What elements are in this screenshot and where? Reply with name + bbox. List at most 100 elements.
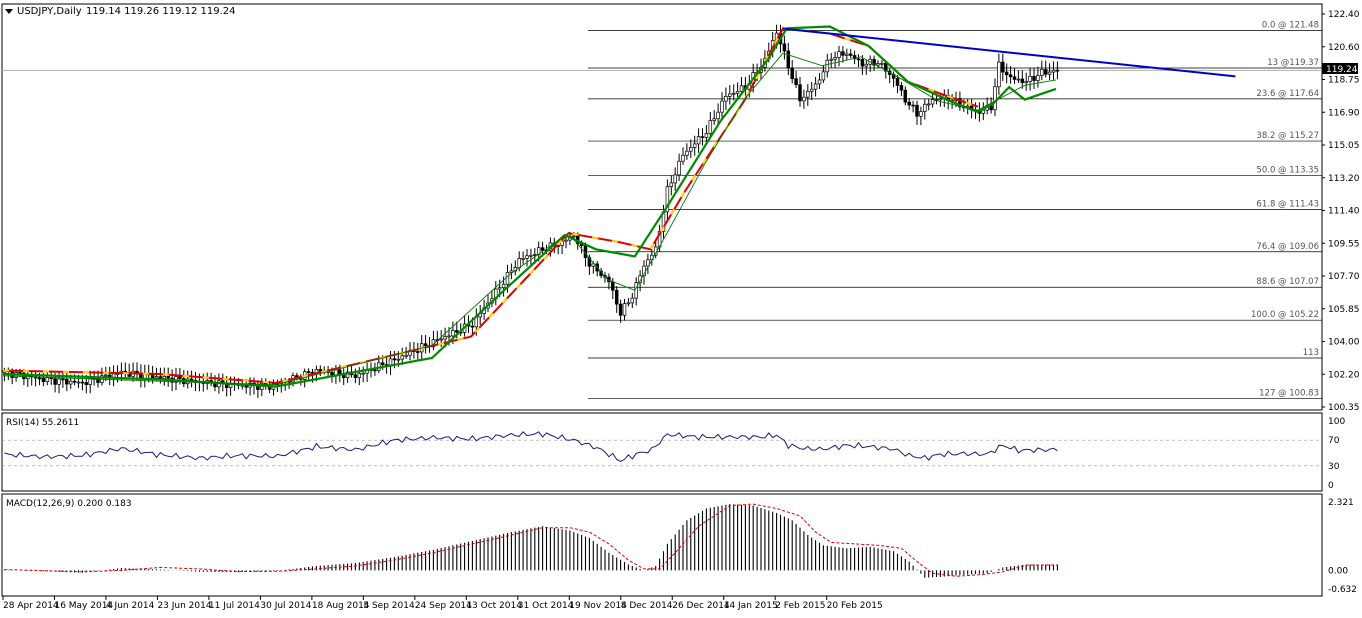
fib-level-label: 61.8 @ 111.43 bbox=[1256, 200, 1319, 210]
candle-body bbox=[852, 55, 857, 60]
candle-body bbox=[630, 297, 635, 304]
candle-body bbox=[665, 186, 670, 213]
date-axis-label: 5 Sep 2014 bbox=[363, 601, 415, 611]
candle-body bbox=[841, 51, 845, 56]
price-axis-label: 102.20 bbox=[1328, 370, 1360, 380]
date-axis-label: 18 Aug 2014 bbox=[312, 601, 370, 611]
candle-body bbox=[845, 53, 849, 56]
candle-body bbox=[123, 370, 128, 373]
candle-body bbox=[696, 136, 701, 145]
fib-level-label: 76.4 @ 109.06 bbox=[1256, 242, 1319, 252]
candle-body bbox=[899, 85, 904, 91]
candle-body bbox=[396, 358, 401, 361]
candle-body bbox=[1055, 69, 1060, 72]
candle-body bbox=[821, 71, 826, 81]
price-axis-label: 113.20 bbox=[1328, 174, 1360, 184]
candle-body bbox=[439, 338, 443, 341]
date-axis-label: 24 Sep 2014 bbox=[415, 601, 472, 611]
candle-body bbox=[825, 59, 830, 73]
candle-body bbox=[61, 378, 65, 381]
candle-body bbox=[872, 58, 876, 66]
rsi-axis-label: 30 bbox=[1328, 462, 1340, 472]
resistance-trendline[interactable] bbox=[782, 27, 1236, 78]
candle-body bbox=[162, 376, 167, 379]
candle-body bbox=[57, 378, 61, 385]
candle-body bbox=[911, 104, 915, 107]
candle-body bbox=[993, 86, 997, 111]
candle-body bbox=[712, 118, 716, 121]
date-axis-label: 23 Jun 2014 bbox=[157, 601, 211, 611]
candle-body bbox=[817, 79, 822, 85]
price-axis-label: 116.90 bbox=[1328, 108, 1360, 118]
candle-body bbox=[497, 287, 502, 290]
rsi-axis-label: 100 bbox=[1328, 417, 1345, 427]
candle-body bbox=[533, 254, 537, 256]
candle-body bbox=[72, 380, 77, 383]
price-axis-label: 111.40 bbox=[1328, 207, 1360, 217]
candle-body bbox=[848, 53, 853, 56]
price-axis-label: 100.35 bbox=[1328, 403, 1360, 413]
date-axis-label: 11 Jul 2014 bbox=[209, 601, 260, 611]
candle-body bbox=[517, 258, 521, 268]
date-axis-label: 28 Apr 2014 bbox=[3, 601, 59, 611]
moving-average-red bbox=[2, 27, 979, 384]
candle-body bbox=[806, 91, 810, 98]
candle-body bbox=[728, 93, 732, 97]
candle-body bbox=[564, 239, 568, 242]
candle-body bbox=[572, 235, 576, 238]
date-axis-label: 30 Jul 2014 bbox=[260, 601, 311, 611]
candle-body bbox=[720, 100, 724, 113]
symbol-dropdown-icon[interactable] bbox=[5, 9, 13, 14]
candle-body bbox=[833, 57, 837, 60]
candle-body bbox=[189, 378, 194, 381]
candle-body bbox=[1043, 69, 1048, 75]
ohlc-values: 119.14 119.26 119.12 119.24 bbox=[86, 6, 236, 17]
candle-body bbox=[864, 63, 869, 67]
candle-body bbox=[794, 78, 798, 86]
rsi-panel-frame bbox=[1, 412, 1323, 492]
candle-body bbox=[525, 255, 529, 259]
candle-body bbox=[373, 369, 377, 372]
candle-body bbox=[926, 103, 931, 106]
candle-body bbox=[829, 58, 833, 61]
candle-body bbox=[618, 303, 623, 316]
fib-level-label: 88.6 @ 107.07 bbox=[1256, 277, 1319, 287]
candle-body bbox=[306, 371, 311, 373]
candle-body bbox=[334, 369, 338, 376]
rsi-line bbox=[4, 431, 1058, 462]
candle-body bbox=[626, 302, 631, 305]
moving-average-green-thick bbox=[2, 25, 1057, 388]
candle-body bbox=[1016, 78, 1021, 81]
candle-body bbox=[860, 59, 865, 67]
candle-body bbox=[1020, 78, 1025, 84]
macd-panel-frame bbox=[1, 493, 1323, 597]
candle-body bbox=[357, 373, 362, 378]
candle-body bbox=[447, 335, 451, 338]
candle-body bbox=[739, 85, 744, 92]
candle-body bbox=[1032, 76, 1036, 81]
candle-body bbox=[692, 143, 697, 148]
candle-body bbox=[700, 136, 705, 138]
candle-body bbox=[361, 372, 365, 375]
candle-body bbox=[68, 380, 73, 385]
candle-body bbox=[84, 382, 89, 385]
candle-body bbox=[41, 377, 46, 383]
price-axis-label: 118.75 bbox=[1328, 76, 1360, 86]
candle-body bbox=[704, 133, 709, 138]
symbol-label: USDJPY,Daily bbox=[17, 6, 82, 17]
candle-body bbox=[646, 259, 650, 267]
candle-body bbox=[45, 377, 50, 383]
candle-body bbox=[104, 374, 108, 377]
candle-body bbox=[798, 84, 802, 102]
candle-body bbox=[1004, 71, 1009, 76]
macd-axis-label: 2.321 bbox=[1328, 498, 1354, 508]
fib-level-label: 38.2 @ 115.27 bbox=[1256, 131, 1319, 141]
candle-body bbox=[505, 272, 510, 285]
date-axis-label: 14 Jan 2015 bbox=[724, 601, 778, 611]
candle-body bbox=[915, 104, 919, 117]
candle-body bbox=[724, 96, 728, 102]
candle-body bbox=[716, 111, 720, 120]
rsi-axis-label: 0 bbox=[1328, 481, 1334, 491]
candle-body bbox=[1047, 71, 1052, 75]
